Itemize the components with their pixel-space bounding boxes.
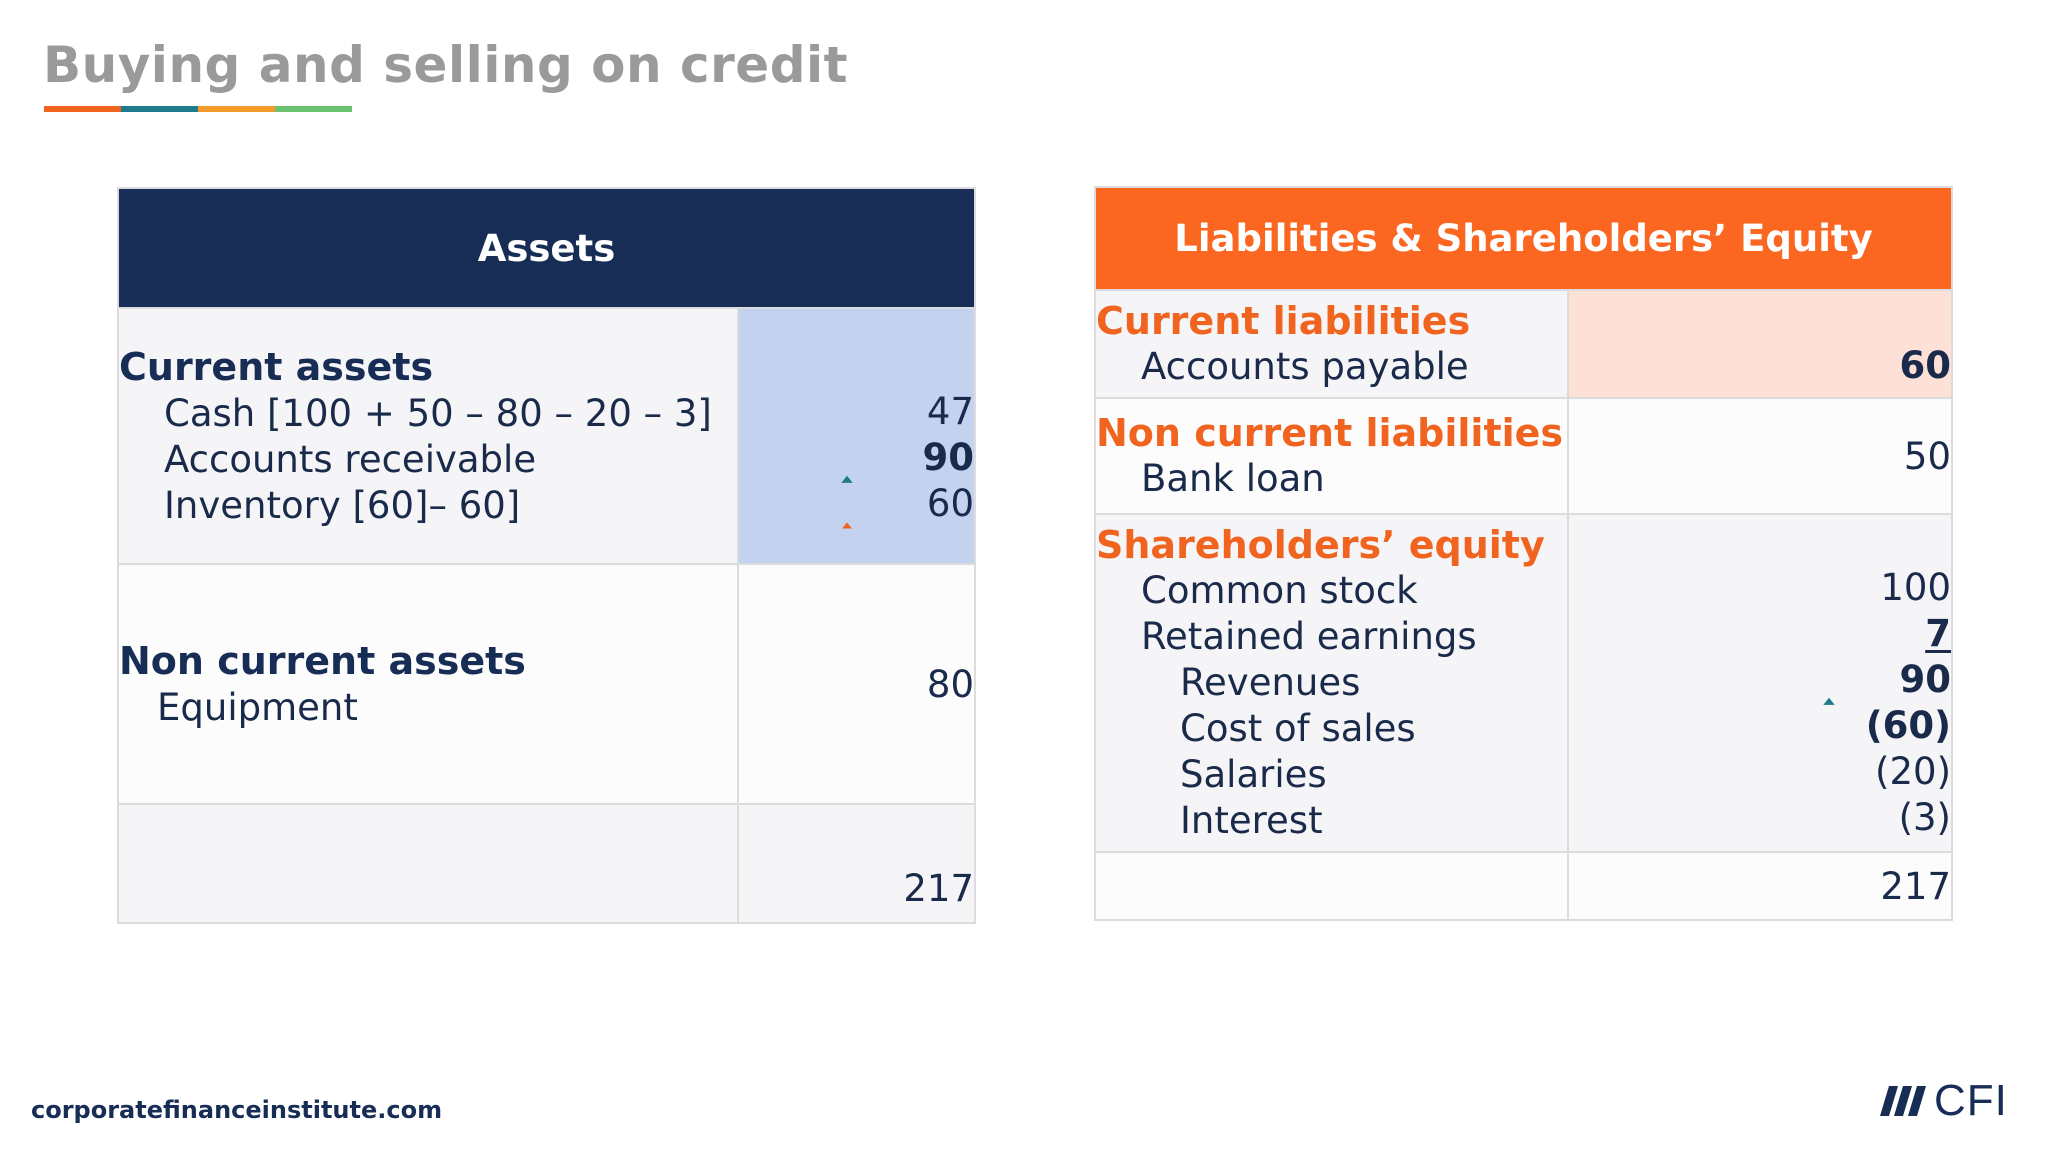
title-underline [44,106,352,112]
common-stock-value: 100 [1880,566,1951,609]
bank-loan-label: Bank loan [1141,457,1325,500]
equity-heading: Shareholders’ equity [1096,523,1545,567]
accounts-payable-label: Accounts payable [1141,345,1469,388]
assets-total-label [117,803,739,924]
cfi-logo: CFI [1880,1076,2008,1126]
retained-earnings-value: 7 [1925,612,1951,655]
inventory-value: 60 [926,482,974,525]
equipment-value: 80 [737,563,976,805]
accounts-payable-value: 60 [1567,289,1953,399]
accounts-receivable-value: 90 [922,436,975,479]
revenues-label: Revenues [1180,661,1361,704]
assets-table: Assets Current assets Cash [100 + 50 – 8… [117,187,976,924]
liabilities-table: Liabilities & Shareholders’ Equity Curre… [1094,186,1953,921]
salaries-label: Salaries [1180,753,1327,796]
cost-of-sales-label: Cost of sales [1180,707,1416,750]
salaries-value: (20) [1875,750,1951,793]
current-assets-heading: Current assets [119,345,434,389]
up-arrow-icon: 🢑 [841,457,854,482]
liabilities-total-label [1094,851,1569,921]
noncurrent-liabilities-labels: Non current liabilities Bank loan [1094,397,1569,515]
noncurrent-liabilities-heading: Non current liabilities [1096,411,1564,455]
noncurrent-assets-heading: Non current assets [119,639,526,683]
current-liabilities-labels: Current liabilities Accounts payable [1094,289,1569,399]
equipment-label: Equipment [157,686,358,729]
cfi-logo-icon [1880,1086,1926,1116]
up-arrow-icon: 🢑 [841,503,854,528]
assets-header: Assets [117,187,976,309]
bank-loan-value: 50 [1567,397,1953,515]
noncurrent-assets-labels: Non current assets Equipment [117,563,739,805]
current-assets-labels: Current assets Cash [100 + 50 – 80 – 20 … [117,307,739,565]
page-title: Buying and selling on credit [43,36,849,94]
interest-value: (3) [1898,796,1951,839]
assets-total-value: 217 [737,803,976,924]
cost-of-sales-value: (60) [1865,704,1951,747]
equity-labels: Shareholders’ equity Common stock Retain… [1094,513,1569,853]
footer-url: corporatefinanceinstitute.com [31,1096,443,1124]
current-liabilities-heading: Current liabilities [1096,299,1471,343]
liabilities-header: Liabilities & Shareholders’ Equity [1094,186,1953,291]
accounts-receivable-label: Accounts receivable [164,438,537,481]
equity-values: 100 7 🢑 90 (60) (20) (3) [1567,513,1953,853]
current-assets-values: 47 🢑 90 🢑 60 [737,307,976,565]
cash-value: 47 [926,390,974,433]
liabilities-total-value: 217 [1567,851,1953,921]
up-arrow-icon: 🢑 [1823,679,1836,704]
cfi-logo-text: CFI [1934,1076,2008,1125]
cash-label: Cash [100 + 50 – 80 – 20 – 3] [164,392,712,435]
inventory-label: Inventory [60]– 60] [164,484,521,527]
retained-earnings-label: Retained earnings [1141,615,1477,658]
common-stock-label: Common stock [1141,569,1418,612]
revenues-value: 90 [1899,658,1952,701]
interest-label: Interest [1180,799,1323,842]
